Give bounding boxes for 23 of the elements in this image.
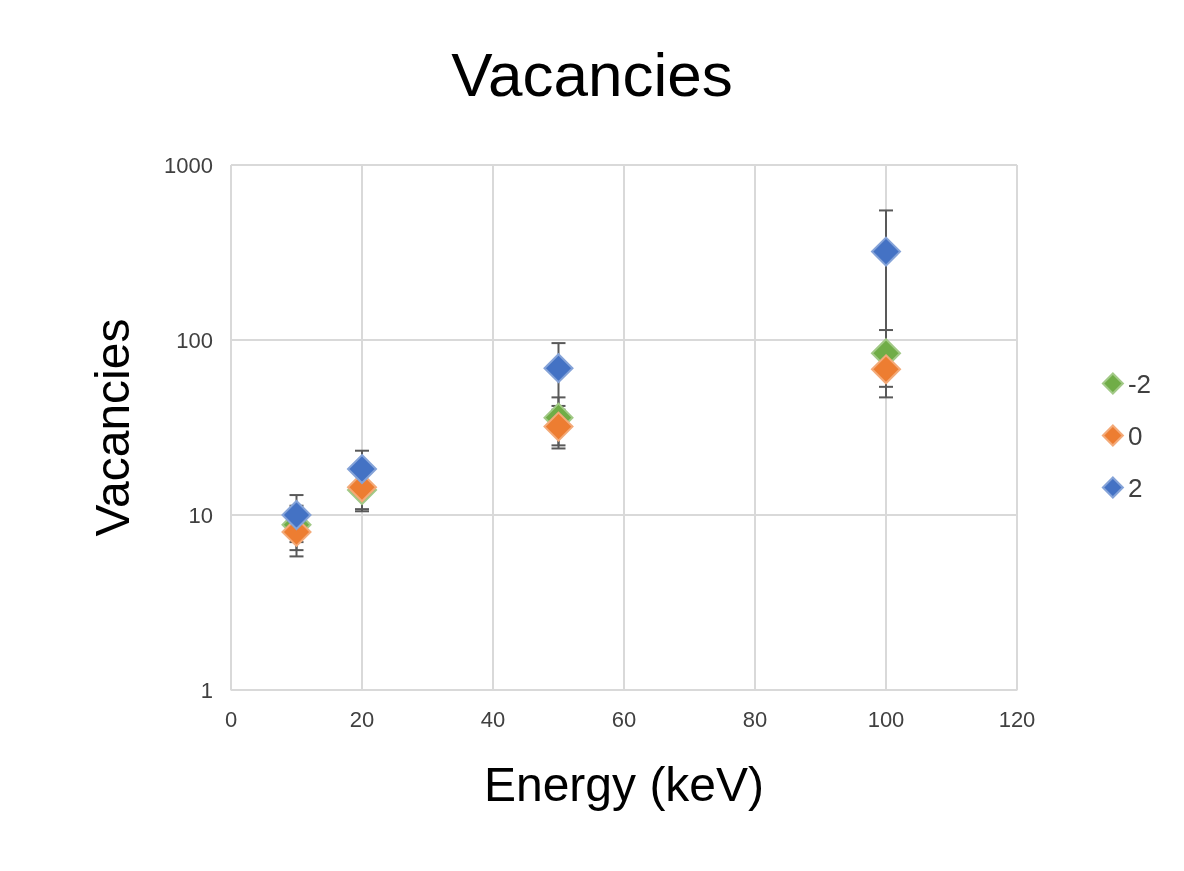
x-tick-label: 40 [480,706,506,732]
legend-label: 0 [1127,420,1143,451]
point [871,354,901,385]
legend-label: 2 [1127,472,1143,503]
x-axis-title: Energy (keV) [483,757,765,811]
y-tick-label: 1 [200,677,213,703]
x-tick-label: 80 [742,706,768,732]
x-tick-label: 0 [224,706,238,732]
x-tick-label: 120 [998,706,1036,732]
point [543,353,574,384]
y-axis-title: Vacancies [85,318,139,537]
point [347,454,377,485]
point [543,411,574,442]
x-tick-label: 20 [349,706,375,732]
y-tick-label: 10 [188,502,213,528]
y-tick-label: 1000 [164,152,213,178]
x-tick-label: 100 [867,706,905,732]
point [281,500,312,530]
point [871,236,901,267]
y-tick-label: 100 [176,327,213,353]
chart-title: Vacancies [451,39,733,109]
x-tick-label: 60 [611,706,637,732]
legend-label: -2 [1127,368,1152,399]
